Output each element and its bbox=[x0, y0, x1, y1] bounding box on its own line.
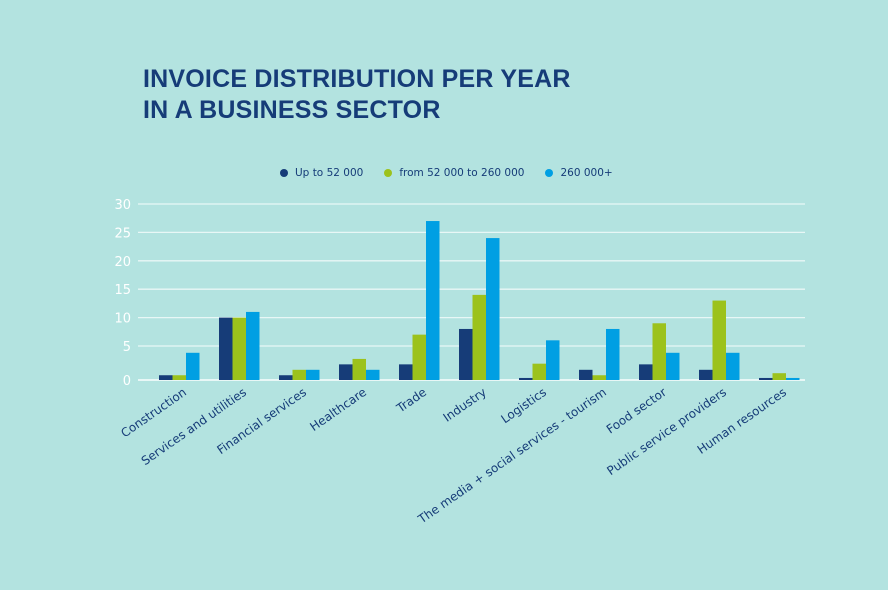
bar-trade-series-3 bbox=[426, 221, 440, 380]
legend-item-52000-to-260000: from 52 000 to 260 000 bbox=[384, 167, 524, 179]
bar-trade-series-1 bbox=[399, 364, 413, 380]
bar-services-and-utilities-series-3 bbox=[246, 311, 260, 380]
legend-label: from 52 000 to 260 000 bbox=[399, 167, 525, 179]
y-tick-label: 5 bbox=[123, 340, 131, 355]
bar-food-sector-series-3 bbox=[666, 352, 680, 380]
bar-human-resources-series-3 bbox=[786, 377, 800, 380]
bar-the-media-social-services-tourism-series-3 bbox=[606, 328, 620, 380]
bar-healthcare-series-1 bbox=[339, 364, 353, 380]
bar-food-sector-series-2 bbox=[652, 323, 666, 380]
x-tick-label: Trade bbox=[393, 385, 429, 416]
bar-public-service-providers-series-2 bbox=[712, 300, 726, 380]
bar-industry-series-1 bbox=[459, 328, 473, 380]
y-tick-label: 10 bbox=[114, 312, 131, 327]
bar-healthcare-series-2 bbox=[352, 358, 366, 380]
bar-public-service-providers-series-3 bbox=[726, 352, 740, 380]
bar-food-sector-series-1 bbox=[639, 364, 653, 380]
x-tick-label: Industry bbox=[441, 385, 489, 425]
x-tick-label: Services and utilities bbox=[139, 385, 249, 468]
bar-industry-series-2 bbox=[472, 294, 486, 380]
chart-title-line-1: INVOICE DISTRIBUTION PER YEAR bbox=[143, 65, 571, 93]
legend-dot-icon bbox=[545, 169, 554, 177]
bar-human-resources-series-1 bbox=[759, 377, 773, 380]
bar-human-resources-series-2 bbox=[772, 373, 786, 380]
bar-financial-services-series-3 bbox=[306, 369, 320, 380]
bar-logistics-series-3 bbox=[546, 340, 560, 380]
bar-construction-series-3 bbox=[186, 352, 200, 380]
legend: Up to 52 000 from 52 000 to 260 000 260 … bbox=[280, 167, 634, 179]
legend-label: Up to 52 000 bbox=[295, 167, 364, 179]
bar-construction-series-2 bbox=[172, 375, 186, 380]
bars bbox=[159, 221, 800, 380]
bar-the-media-social-services-tourism-series-2 bbox=[592, 375, 606, 380]
legend-item-260000-plus: 260 000+ bbox=[545, 167, 613, 179]
y-tick-label: 25 bbox=[114, 226, 131, 241]
legend-item-up-to-52000: Up to 52 000 bbox=[280, 167, 363, 179]
bar-financial-services-series-2 bbox=[292, 369, 306, 380]
legend-dot-icon bbox=[280, 169, 288, 177]
x-tick-label: Healthcare bbox=[307, 385, 369, 434]
legend-dot-icon bbox=[384, 169, 393, 177]
bar-services-and-utilities-series-2 bbox=[232, 317, 246, 380]
y-tick-label: 30 bbox=[114, 198, 131, 213]
y-tick-label: 20 bbox=[114, 255, 131, 270]
bar-financial-services-series-1 bbox=[279, 375, 293, 380]
legend-label: 260 000+ bbox=[560, 167, 613, 179]
y-axis-ticks: 0 5 10 15 20 25 30 bbox=[114, 198, 131, 389]
bar-public-service-providers-series-1 bbox=[699, 369, 713, 380]
chart-title-line-2: IN A BUSINESS SECTOR bbox=[143, 96, 441, 124]
bar-healthcare-series-3 bbox=[366, 369, 380, 380]
x-tick-label: Public service providers bbox=[604, 385, 729, 478]
bar-industry-series-3 bbox=[486, 238, 500, 380]
bar-the-media-social-services-tourism-series-1 bbox=[579, 369, 593, 380]
x-tick-label: Logistics bbox=[498, 385, 549, 426]
bar-logistics-series-1 bbox=[519, 377, 533, 380]
chart-title: INVOICE DISTRIBUTION PER YEAR IN A BUSIN… bbox=[143, 64, 571, 126]
bar-trade-series-2 bbox=[412, 334, 426, 380]
y-tick-label: 15 bbox=[114, 283, 131, 298]
bar-logistics-series-2 bbox=[532, 363, 546, 380]
bar-construction-series-1 bbox=[159, 375, 173, 380]
bar-services-and-utilities-series-1 bbox=[219, 317, 233, 380]
y-tick-label: 0 bbox=[123, 374, 131, 389]
